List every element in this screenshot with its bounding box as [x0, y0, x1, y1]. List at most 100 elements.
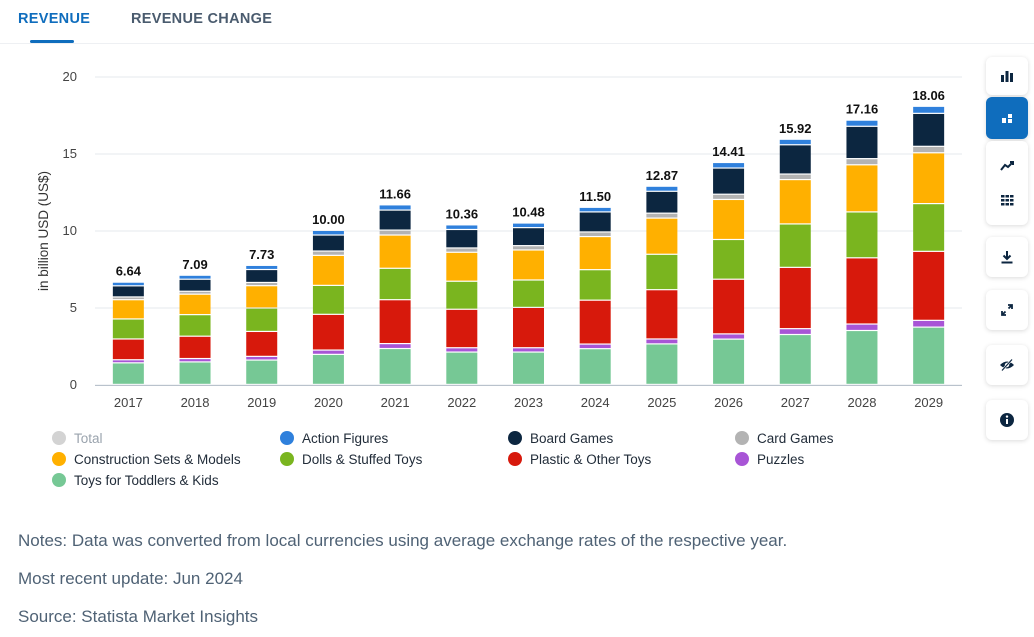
bar-segment — [179, 362, 211, 384]
bar-segment — [379, 205, 411, 210]
bar-segment — [513, 246, 544, 250]
download-button[interactable] — [986, 237, 1028, 277]
bar-segment — [379, 268, 411, 300]
total-label: 10.48 — [512, 205, 545, 220]
total-label: 10.36 — [446, 206, 479, 221]
bar-segment — [913, 113, 945, 146]
tab-revenue[interactable]: REVENUE — [18, 11, 91, 27]
legend-dot — [508, 452, 522, 466]
x-tick-label: 2023 — [514, 395, 543, 410]
bar-segment — [179, 275, 211, 279]
bar-segment — [913, 204, 945, 251]
bar-segment — [312, 255, 344, 285]
legend-item-action-figures[interactable]: Action Figures — [280, 429, 388, 447]
bar-segment — [446, 281, 478, 309]
y-axis-title: in billion USD (US$) — [36, 171, 51, 291]
x-tick-label: 2025 — [647, 395, 676, 410]
bar-segment — [513, 308, 544, 348]
hide-button[interactable] — [986, 345, 1028, 385]
legend-item-dolls[interactable]: Dolls & Stuffed Toys — [280, 450, 422, 468]
bar-segment — [713, 240, 745, 279]
bar-segment — [179, 294, 211, 315]
bar-segment — [513, 280, 544, 307]
bar-segment — [246, 270, 278, 282]
bar-segment — [779, 139, 811, 145]
legend-label: Dolls & Stuffed Toys — [302, 451, 423, 467]
bar-segment — [913, 146, 945, 153]
bar-segment — [246, 265, 278, 269]
bar-segment — [312, 314, 344, 350]
bar-segment — [846, 258, 878, 324]
y-tick-label: 15 — [63, 146, 77, 161]
legend-item-plastic-toys[interactable]: Plastic & Other Toys — [508, 450, 651, 468]
bar-segment — [513, 250, 544, 280]
info-button[interactable] — [986, 400, 1028, 440]
bar-segment — [846, 120, 878, 126]
x-tick-label: 2028 — [848, 395, 877, 410]
bar-chart-button[interactable] — [986, 57, 1028, 95]
bar-segment — [446, 230, 478, 248]
bar-segment — [779, 145, 811, 174]
bar-segment — [379, 235, 411, 268]
stacked-bar-icon — [1002, 114, 1012, 123]
bar-segment — [312, 235, 344, 251]
legend-item-card-games[interactable]: Card Games — [735, 429, 834, 447]
hide-icon — [1000, 358, 1014, 372]
bar-segment — [379, 344, 411, 348]
bar-segment — [646, 344, 678, 384]
bar-segment — [646, 191, 678, 213]
legend-item-puzzles[interactable]: Puzzles — [735, 450, 804, 468]
bar-segment — [112, 339, 144, 360]
x-tick-label: 2019 — [247, 395, 276, 410]
bar-segment — [646, 339, 678, 344]
update-text: Most recent update: Jun 2024 — [18, 569, 243, 588]
legend-item-toddlers-kids[interactable]: Toys for Toddlers & Kids — [52, 471, 219, 489]
bar-segment — [646, 218, 678, 254]
stacked-bar-button[interactable] — [986, 97, 1028, 139]
y-tick-label: 0 — [70, 377, 77, 392]
bar-segment — [579, 207, 611, 212]
legend-item-board-games[interactable]: Board Games — [508, 429, 613, 447]
bar-segment — [246, 308, 278, 331]
y-tick-label: 5 — [70, 300, 77, 315]
bar-segment — [579, 232, 611, 236]
bar-segment — [446, 352, 478, 384]
bar-segment — [179, 279, 211, 291]
legend-label: Card Games — [757, 430, 834, 446]
tab-revenue-change[interactable]: REVENUE CHANGE — [131, 11, 273, 27]
bar-segment — [779, 224, 811, 267]
legend-item-total[interactable]: Total — [52, 429, 103, 447]
info-icon — [1000, 413, 1014, 427]
active-tab-indicator — [30, 40, 74, 43]
bar-segment — [779, 174, 811, 179]
bar-segment — [179, 359, 211, 362]
bar-segment — [579, 270, 611, 300]
bar-segment — [579, 349, 611, 384]
trend-line-icon[interactable] — [1000, 160, 1014, 172]
download-icon — [1001, 251, 1013, 264]
bar-segment — [179, 291, 211, 294]
total-label: 17.16 — [846, 102, 879, 117]
table-icon[interactable] — [1000, 194, 1014, 206]
bar-segment — [112, 319, 144, 339]
bar-segment — [779, 335, 811, 384]
total-label: 7.09 — [182, 257, 207, 272]
legend-label: Total — [74, 430, 103, 446]
bar-segment — [846, 165, 878, 212]
fullscreen-button[interactable] — [986, 290, 1028, 330]
bar-segment — [779, 267, 811, 329]
bar-segment — [846, 331, 878, 384]
chart-type-group — [986, 141, 1028, 225]
bar-segment — [713, 339, 745, 384]
total-label: 11.66 — [379, 186, 411, 201]
y-tick-label: 10 — [63, 223, 77, 238]
legend-item-construction-sets[interactable]: Construction Sets & Models — [52, 450, 241, 468]
legend-dot — [280, 431, 294, 445]
bar-segment — [913, 320, 945, 327]
revenue-chart: 0 5 10 15 20 in billion USD (US$) 6.64 2017 7.09… — [36, 69, 962, 410]
x-tick-label: 2020 — [314, 395, 343, 410]
bar-segment — [112, 282, 144, 286]
legend-dot — [735, 431, 749, 445]
bar-segment — [779, 329, 811, 334]
bar-segment — [846, 324, 878, 330]
